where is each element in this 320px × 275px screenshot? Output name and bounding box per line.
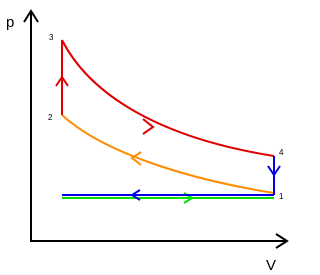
page: {"axes": {"y_label": "p", "x_label": "V"…: [6, 9, 289, 274]
x-arrow: [275, 233, 289, 249]
orange-process: [61, 114, 275, 194]
point-label: 2: [48, 113, 53, 122]
point-label: 3: [49, 33, 54, 42]
red-expansion: [61, 39, 275, 157]
y-arrow: [23, 9, 39, 23]
pv-diagram: p V 1 2 3 4: [6, 9, 289, 274]
y-axis-label: p: [6, 14, 14, 31]
x-axis-label: V: [266, 257, 276, 274]
blue-horizontal: [62, 189, 274, 201]
point-label: 4: [279, 148, 284, 157]
blue-vertical: [267, 156, 281, 195]
point-label: 1: [279, 192, 284, 201]
red-vertical: [55, 40, 69, 115]
axes: [23, 9, 289, 249]
